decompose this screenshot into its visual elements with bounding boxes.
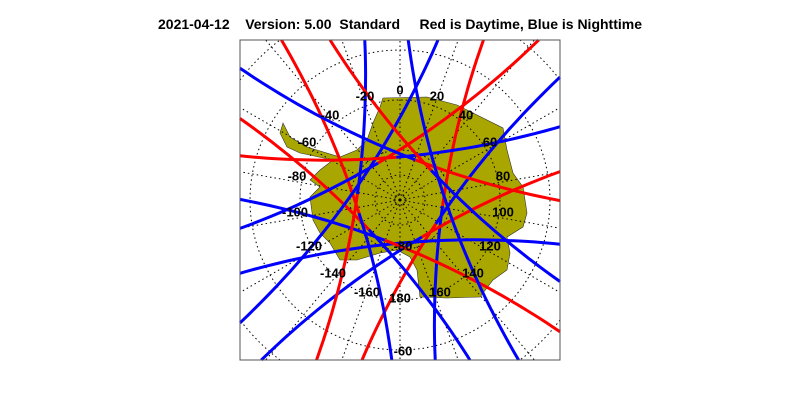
nighttime-track bbox=[357, 212, 394, 361]
longitude-label: -100 bbox=[282, 204, 308, 219]
nighttime-track bbox=[403, 238, 561, 246]
daytime-track bbox=[239, 117, 370, 231]
latitude-circle bbox=[239, 319, 281, 361]
longitude-label: 160 bbox=[429, 284, 451, 299]
latitude-label: -80 bbox=[394, 238, 413, 253]
meridian-line bbox=[239, 199, 401, 293]
latitude-circle bbox=[393, 193, 407, 207]
longitude-label: 80 bbox=[496, 168, 510, 183]
nighttime-track bbox=[239, 66, 416, 162]
longitude-label: -20 bbox=[356, 88, 375, 103]
longitude-label: -120 bbox=[296, 238, 322, 253]
meridian-line bbox=[399, 171, 561, 201]
latitude-circle bbox=[239, 39, 281, 81]
nighttime-track bbox=[432, 205, 445, 361]
nighttime-track bbox=[406, 39, 443, 188]
latitude-circle bbox=[374, 174, 426, 226]
daytime-track bbox=[239, 154, 397, 162]
map-frame bbox=[239, 39, 561, 361]
latitude-circle bbox=[519, 39, 561, 81]
latitude-circle bbox=[519, 319, 561, 361]
daytime-track bbox=[280, 39, 361, 214]
latitude-label: -60 bbox=[394, 343, 413, 358]
nighttime-track bbox=[439, 186, 520, 361]
nighttime-track bbox=[239, 241, 404, 275]
longitude-label: 40 bbox=[459, 107, 473, 122]
longitude-label: 120 bbox=[479, 238, 501, 253]
longitude-label: -160 bbox=[354, 284, 380, 299]
meridian-line bbox=[265, 199, 401, 361]
nighttime-track bbox=[396, 125, 561, 159]
meridian-line bbox=[399, 199, 561, 229]
meridian-line bbox=[399, 39, 535, 201]
longitude-label: -60 bbox=[298, 134, 317, 149]
meridian-line bbox=[399, 39, 459, 201]
daytime-track bbox=[315, 193, 359, 361]
plot-title: 2021-04-12 Version: 5.00 Standard Red is… bbox=[0, 16, 800, 32]
longitude-label: 180 bbox=[389, 290, 411, 305]
date-label: 2021-04-12 bbox=[158, 16, 230, 32]
meridian-line bbox=[239, 171, 401, 201]
meridian-line bbox=[341, 199, 401, 361]
longitude-label: -40 bbox=[321, 107, 340, 122]
longitude-label: 140 bbox=[462, 265, 484, 280]
nighttime-track bbox=[355, 39, 368, 195]
latitude-circle bbox=[349, 149, 451, 251]
longitude-label: 60 bbox=[483, 134, 497, 149]
legend-label: Red is Daytime, Blue is Nighttime bbox=[419, 16, 643, 32]
nighttime-track bbox=[367, 228, 472, 361]
daytime-track bbox=[360, 223, 438, 361]
version-label: Version: 5.00 bbox=[245, 16, 332, 32]
longitude-label: 100 bbox=[492, 204, 514, 219]
graticule-labels: 0 20 40 60 80 100 120 140 160 180 -160 -140 -120 -100… bbox=[282, 82, 514, 358]
nighttime-track bbox=[239, 161, 379, 230]
longitude-label: -80 bbox=[288, 168, 307, 183]
longitude-label: -140 bbox=[320, 265, 346, 280]
meridian-line bbox=[399, 199, 459, 361]
longitude-label: 20 bbox=[430, 88, 444, 103]
nighttime-track bbox=[239, 197, 386, 242]
daytime-track bbox=[441, 39, 485, 207]
daytime-track bbox=[328, 39, 433, 172]
mode-label: Standard bbox=[339, 16, 401, 32]
satellite-tracks bbox=[239, 38, 561, 362]
daytime-track bbox=[421, 170, 561, 239]
daytime-track bbox=[414, 158, 561, 203]
meridian-line bbox=[399, 107, 561, 201]
meridian-line bbox=[399, 199, 535, 361]
latitude-circle bbox=[299, 99, 501, 301]
longitude-label: 0 bbox=[396, 82, 403, 97]
graticule bbox=[239, 39, 561, 361]
meridian-line bbox=[399, 199, 561, 293]
nighttime-track bbox=[430, 169, 561, 283]
meridian-line bbox=[239, 199, 401, 229]
meridian-line bbox=[341, 39, 401, 201]
meridian-line bbox=[239, 107, 401, 201]
south-pole-marker bbox=[398, 198, 402, 202]
nighttime-track bbox=[362, 39, 440, 177]
meridian-line bbox=[265, 39, 401, 201]
nighttime-track bbox=[239, 175, 366, 325]
